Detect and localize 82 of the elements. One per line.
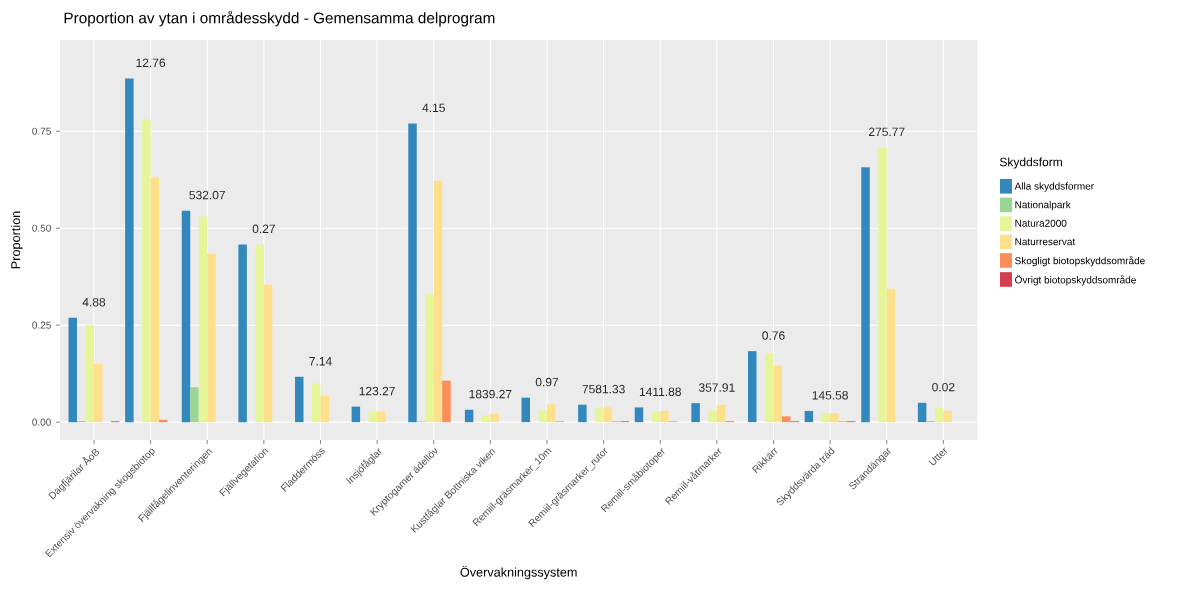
bar [311,383,321,423]
bar [603,407,613,423]
annotation: 123.27 [359,386,395,396]
bar [433,180,443,423]
legend-title: Skyddsform [999,157,1062,169]
bar [878,147,887,423]
bar [773,365,782,423]
bar [660,410,669,423]
y-tick-label: 0.00 [32,418,51,426]
annotation: 0.02 [932,382,955,392]
bar [255,244,264,423]
annotation: 0.27 [252,224,275,234]
bar [159,419,168,423]
bar [521,397,530,423]
bar [490,413,499,423]
bar [238,244,247,423]
bar [481,415,491,423]
bar [207,253,216,423]
bar [85,325,94,423]
bar [150,177,160,423]
bar [861,167,870,423]
bar [425,294,434,423]
bar [917,402,927,423]
annotation: 145.58 [812,391,848,400]
bar [538,410,547,423]
bar [595,408,604,423]
chart-title: Proportion av ytan i områdesskydd - Gemensamma delprogram [64,10,495,27]
bar [408,123,417,423]
annotation: 4.15 [422,103,445,113]
bar [943,410,952,423]
bar [442,380,451,423]
bar [68,317,77,423]
bar [546,404,556,423]
bar [320,395,329,423]
bar [821,413,831,423]
bar [181,210,191,423]
bar [804,410,814,423]
bar [781,416,791,423]
bar [295,376,304,423]
annotation: 1411.88 [639,387,681,397]
x-axis-title: Övervakningssystem [460,565,577,580]
annotation: 7581.33 [582,384,625,394]
annotation: 532.07 [189,190,225,200]
bar [716,404,726,423]
annotation: 0.97 [535,377,559,387]
annotation: 0.76 [762,331,785,340]
bar [464,409,474,423]
bar [765,353,774,423]
legend-label: Övrigt biotopskyddsområde [1015,274,1136,286]
y-tick-label: 0.75 [32,127,51,135]
legend-label: Natura2000 [1015,219,1067,227]
bar [351,406,361,423]
legend-label: Nationalpark [1015,200,1071,211]
annotation: 7.14 [309,357,332,366]
bar [708,410,717,423]
legend-label: Naturreservat [1015,238,1076,246]
bar [93,363,103,423]
bar [651,412,661,423]
y-axis-title: Proportion [10,211,23,269]
bar [830,413,839,423]
annotation: 4.88 [82,297,106,307]
annotation: 12.76 [136,58,166,68]
bar [934,408,944,423]
bar [142,119,151,423]
bar [198,216,208,423]
y-tick-label: 0.50 [32,224,51,232]
annotation: 357.91 [698,383,735,392]
bar [190,387,199,423]
y-tick-label: 0.25 [32,321,51,329]
bar [748,351,757,423]
bar [691,403,700,423]
legend-label: Alla skyddsformer [1014,182,1094,192]
bar [634,407,644,423]
bar [368,411,378,423]
annotation: 1839.27 [469,389,512,399]
bar [125,78,134,423]
bar [263,284,273,423]
annotation: 275.77 [869,127,905,137]
bar [377,411,386,423]
bar [578,404,587,423]
legend-label: Skogligt biotopskyddsområde [1015,256,1145,267]
bar [886,288,896,423]
